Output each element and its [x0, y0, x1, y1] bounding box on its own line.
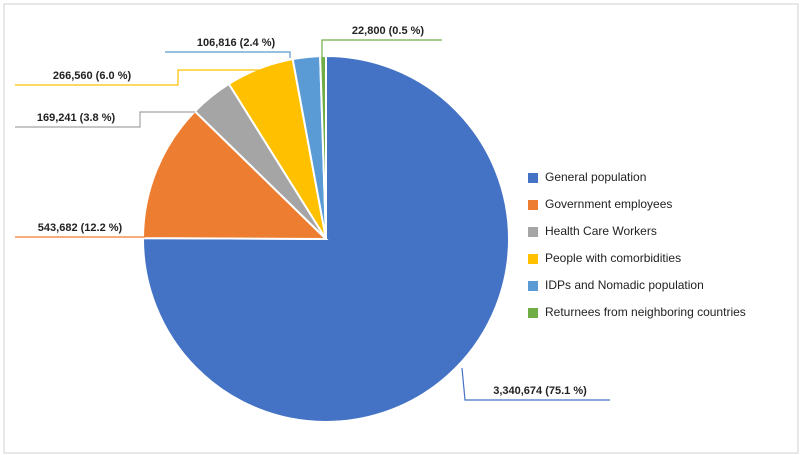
data-label: 169,241 (3.8 %): [37, 112, 116, 124]
legend-label: People with comorbidities: [545, 251, 681, 265]
leader-line: [165, 51, 291, 58]
data-label: 266,560 (6.0 %): [53, 70, 132, 82]
data-label: 3,340,674 (75.1 %): [493, 385, 587, 397]
leader-line: [321, 39, 442, 58]
pie-slice: [319, 54, 327, 240]
legend-swatch: [528, 227, 538, 237]
frame: [3, 3, 799, 454]
legend-swatch: [528, 281, 538, 291]
legend-swatch: [528, 254, 538, 264]
pie-slice: [141, 109, 329, 241]
legend-swatch: [528, 308, 538, 318]
leader-line: [461, 367, 610, 401]
legend-label: Government employees: [545, 197, 672, 211]
data-label: 106,816 (2.4 %): [197, 37, 276, 49]
legend-swatch: [528, 173, 538, 183]
legend-label: IDPs and Nomadic population: [545, 278, 704, 292]
legend-label: Health Care Workers: [545, 224, 657, 238]
leader-line: [15, 111, 195, 128]
data-label: 543,682 (12.2 %): [38, 222, 123, 234]
legend-label: Returnees from neighboring countries: [545, 305, 746, 319]
data-label: 22,800 (0.5 %): [352, 25, 424, 37]
legend-label: General population: [545, 170, 646, 184]
pie-slice: [141, 54, 510, 423]
leader-line: [15, 69, 260, 86]
legend-swatch: [528, 200, 538, 210]
